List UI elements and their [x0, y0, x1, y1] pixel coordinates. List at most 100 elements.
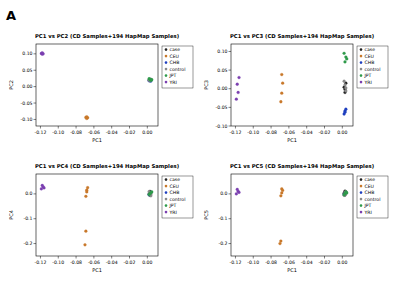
legend-label: CHB: [170, 190, 180, 195]
point: [42, 52, 45, 55]
y-tick-label: -0.05: [21, 101, 33, 106]
point: [84, 243, 87, 246]
legend-label: case: [170, 47, 181, 52]
legend-label: case: [170, 177, 181, 182]
point: [41, 51, 44, 54]
legend-label: YRI: [169, 210, 177, 215]
points: [40, 184, 153, 246]
legend: caseCEUCHBcontrolJPTYRI: [357, 46, 388, 88]
point: [345, 191, 348, 194]
x-tick-label: -0.06: [88, 260, 100, 265]
x-axis-label: PC1: [92, 267, 102, 273]
x-tick: [288, 126, 289, 129]
x-tick: [58, 126, 59, 129]
point: [281, 82, 284, 85]
point: [279, 100, 282, 103]
legend-label: control: [170, 197, 186, 202]
y-tick: [229, 88, 232, 89]
point: [150, 190, 153, 193]
point: [343, 193, 346, 196]
point: [344, 190, 347, 193]
legend-box: [357, 176, 388, 218]
point: [238, 191, 241, 194]
legend-label: case: [365, 47, 376, 52]
plot-frame: [231, 44, 353, 126]
legend-swatch: [360, 68, 363, 71]
legend-swatch: [360, 74, 363, 77]
x-axis-label: PC1: [92, 137, 102, 143]
x-tick: [288, 256, 289, 259]
y-tick: [229, 70, 232, 71]
legend-swatch: [165, 61, 168, 64]
legend-label: case: [365, 177, 376, 182]
x-tick: [324, 256, 325, 259]
point: [343, 193, 346, 196]
x-tick: [235, 256, 236, 259]
point: [344, 111, 347, 114]
y-axis-label: PC3: [203, 80, 209, 90]
y-tick-label: 0.10: [22, 51, 32, 56]
panel: PC1 vs PC2 (CD Samples+194 HapMap Sample…: [8, 33, 193, 143]
legend-swatch: [360, 211, 363, 214]
legend-swatch: [360, 48, 363, 51]
legend-label: YRI: [169, 80, 177, 85]
y-tick: [34, 103, 37, 104]
point: [279, 242, 282, 245]
chart-title: PC1 vs PC2 (CD Samples+194 HapMap Sample…: [35, 33, 179, 40]
figure-label: A: [6, 8, 16, 23]
panel: PC1 vs PC5 (CD Samples+194 HapMap Sample…: [203, 163, 388, 273]
x-tick-label: 0.00: [142, 260, 152, 265]
y-axis-label: PC4: [8, 210, 14, 220]
y-tick: [229, 126, 232, 127]
point: [148, 193, 151, 196]
x-tick: [93, 126, 94, 129]
point: [85, 189, 88, 192]
legend-swatch: [360, 191, 363, 194]
plot-frame: [36, 174, 158, 256]
legend-box: [162, 46, 193, 88]
x-tick-label: -0.10: [247, 130, 259, 135]
legend-label: CHB: [365, 60, 375, 65]
legend-label: control: [365, 67, 381, 72]
legend-swatch: [165, 185, 168, 188]
legend-label: control: [365, 197, 381, 202]
x-tick-label: -0.08: [70, 260, 82, 265]
legend-label: JPT: [169, 203, 177, 208]
x-tick: [58, 256, 59, 259]
plot-frame: [231, 174, 353, 256]
point: [150, 78, 153, 81]
legend: caseCEUCHBcontrolJPTYRI: [162, 46, 193, 88]
legend-swatch: [165, 211, 168, 214]
x-tick: [271, 256, 272, 259]
panel: PC1 vs PC3 (CD Samples+194 HapMap Sample…: [203, 33, 388, 143]
point: [344, 60, 347, 63]
point: [84, 230, 87, 233]
chart-title: PC1 vs PC3 (CD Samples+194 HapMap Sample…: [230, 33, 374, 40]
legend-label: CHB: [365, 190, 375, 195]
y-tick: [229, 193, 232, 194]
legend-swatch: [360, 178, 363, 181]
legend-swatch: [360, 55, 363, 58]
point: [280, 73, 283, 76]
point: [344, 84, 347, 87]
x-tick: [111, 126, 112, 129]
y-tick-label: -0.05: [216, 105, 228, 110]
legend-box: [162, 176, 193, 218]
y-tick: [34, 119, 37, 120]
chart-title: PC1 vs PC5 (CD Samples+194 HapMap Sample…: [230, 163, 374, 170]
background: [0, 0, 395, 297]
y-axis-label: PC2: [8, 80, 14, 90]
y-tick: [229, 107, 232, 108]
x-tick-label: -0.08: [265, 130, 277, 135]
x-tick: [147, 126, 148, 129]
x-tick: [324, 126, 325, 129]
x-tick-label: -0.12: [230, 130, 242, 135]
x-axis-label: PC1: [287, 137, 297, 143]
x-tick-label: -0.08: [265, 260, 277, 265]
point: [280, 188, 283, 191]
y-tick-label: 0.0: [220, 191, 227, 196]
y-tick-label: -0.2: [24, 241, 33, 246]
x-tick-label: -0.02: [319, 260, 331, 265]
point: [86, 116, 89, 119]
legend-swatch: [165, 48, 168, 51]
